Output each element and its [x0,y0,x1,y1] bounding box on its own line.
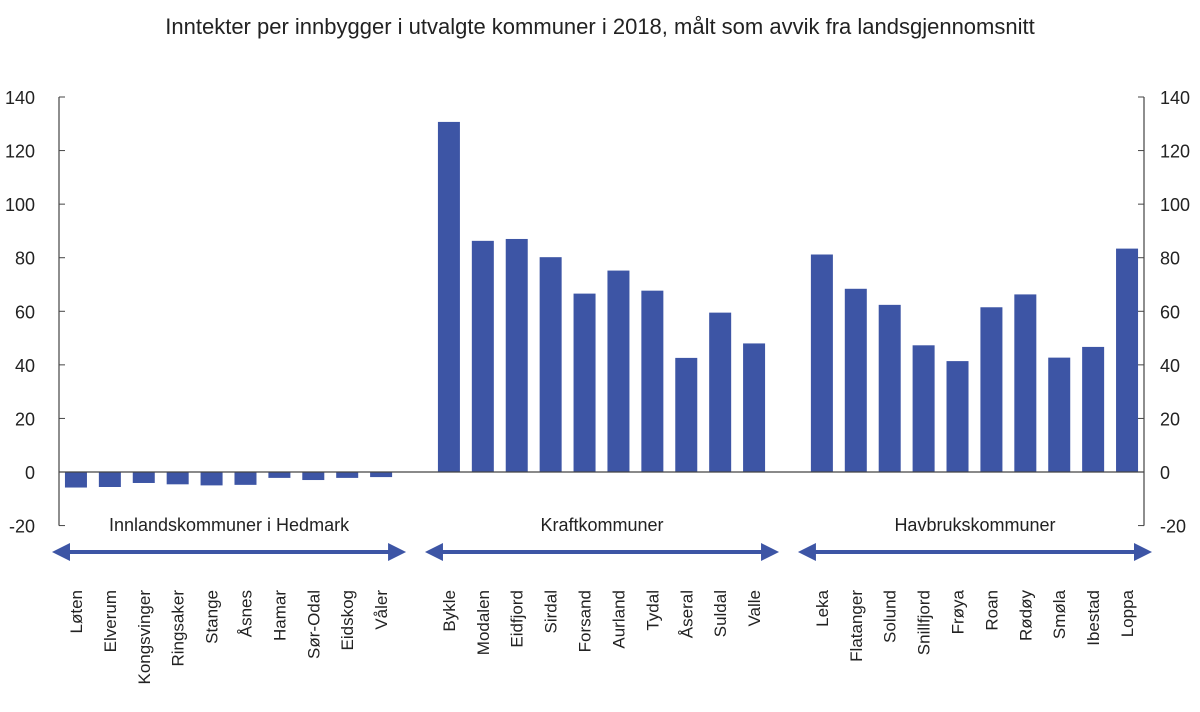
arrow-right-icon [388,543,407,561]
bar [844,288,867,472]
bar [166,472,189,485]
category-label: Valle [745,590,764,627]
bar [200,472,223,486]
y-tick-label-left: 40 [15,356,35,376]
category-label: Ringsaker [169,590,188,667]
y-tick-label-left: -20 [9,517,35,537]
category-label: Smøla [1050,589,1069,639]
bar [946,361,969,472]
bar [709,312,732,472]
category-label: Frøya [949,589,968,634]
y-tick-label-right: -20 [1160,517,1186,537]
category-label: Modalen [474,590,493,655]
bar [878,304,901,472]
y-tick-label-left: 60 [15,302,35,322]
bar [471,240,494,472]
category-label: Våler [372,590,391,630]
bar [641,290,664,472]
category-label: Aurland [609,590,628,649]
category-label: Suldal [711,590,730,637]
y-tick-label-right: 120 [1160,142,1190,162]
y-tick-label-left: 100 [5,195,35,215]
bar [302,472,325,481]
bar [1082,346,1105,472]
category-label: Bykle [440,590,459,632]
y-tick-label-left: 80 [15,249,35,269]
category-label: Leka [813,589,832,626]
arrow-left-icon [424,543,443,561]
category-label: Sirdal [542,590,561,633]
category-label: Snillfjord [915,590,934,655]
bar [1116,248,1139,472]
bar [132,472,155,483]
arrow-left-icon [797,543,816,561]
bar [234,472,257,485]
category-label: Åseral [677,590,696,638]
category-label: Løten [67,590,86,633]
y-tick-label-right: 60 [1160,302,1180,322]
y-tick-label-right: 0 [1160,463,1170,483]
bar [437,121,460,473]
group-label: Havbrukskommuner [894,515,1055,535]
category-label: Ibestad [1084,590,1103,646]
y-tick-label-left: 20 [15,409,35,429]
bar [810,254,833,472]
category-label: Forsand [576,590,595,652]
y-tick-label-right: 80 [1160,249,1180,269]
bar [505,238,528,472]
group-label: Kraftkommuner [540,515,663,535]
bar [370,472,393,478]
y-tick-label-right: 100 [1160,195,1190,215]
category-label: Eidfjord [508,590,527,648]
bar [743,343,766,472]
group-label: Innlandskommuner i Hedmark [109,515,350,535]
y-tick-label-left: 120 [5,142,35,162]
bar [268,472,291,478]
chart-title: Inntekter per innbygger i utvalgte kommu… [165,14,1035,39]
y-tick-label-right: 40 [1160,356,1180,376]
arrow-right-icon [761,543,780,561]
y-tick-label-right: 140 [1160,88,1190,108]
bar [1014,294,1037,472]
category-label: Loppa [1118,589,1137,637]
category-label: Åsnes [236,590,255,637]
arrow-right-icon [1134,543,1152,561]
arrow-left-icon [52,543,70,561]
bar [675,357,698,472]
bar [336,472,359,478]
category-label: Solund [881,590,900,643]
y-tick-label-left: 140 [5,88,35,108]
bar [912,345,935,472]
category-label: Eidskog [338,590,357,650]
category-label: Elverum [101,590,120,652]
category-label: Flatanger [847,590,866,662]
bar [1048,357,1071,472]
bar [607,270,630,472]
bar [64,472,87,488]
category-label: Hamar [270,590,289,641]
y-tick-label-left: 0 [25,463,35,483]
y-tick-label-right: 20 [1160,409,1180,429]
category-label: Stange [203,590,222,644]
bar [98,472,121,487]
bar [539,257,562,472]
bar [980,307,1003,472]
category-label: Tydal [643,590,662,631]
category-label: Kongsvinger [135,590,154,685]
category-label: Sør-Odal [304,590,323,659]
bar [573,293,596,472]
category-label: Roan [982,590,1001,631]
category-label: Rødøy [1016,590,1035,642]
